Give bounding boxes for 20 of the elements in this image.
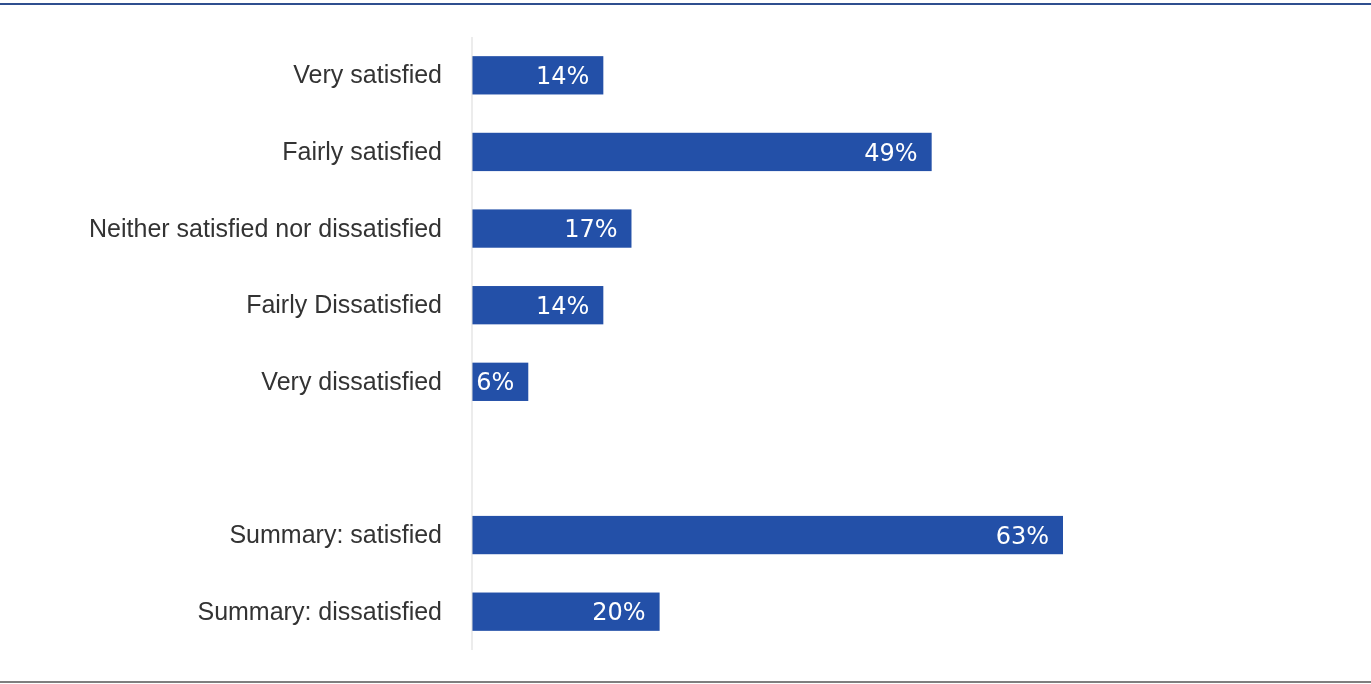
- data-label: 17%: [564, 215, 618, 244]
- y-tick-label: Summary: dissatisfied: [197, 596, 442, 625]
- y-tick-label: Very satisfied: [293, 60, 442, 89]
- y-tick-label: Fairly satisfied: [282, 136, 442, 165]
- y-tick-label: Fairly Dissatisfied: [246, 290, 442, 319]
- bar: [472, 515, 1063, 555]
- data-label: 14%: [535, 291, 590, 320]
- data-label: 49%: [864, 138, 918, 167]
- data-label: 20%: [592, 598, 646, 627]
- y-tick-label: Very dissatisfied: [261, 366, 442, 395]
- data-label: 63%: [995, 521, 1049, 550]
- y-tick-label: Summary: satisfied: [229, 520, 442, 549]
- data-label: 14%: [535, 61, 590, 90]
- y-tick-label: Neither satisfied nor dissatisfied: [89, 213, 442, 242]
- bar: [472, 592, 660, 631]
- bar: [472, 209, 632, 248]
- bar: [472, 132, 932, 172]
- bar: [472, 56, 604, 95]
- bar: [472, 286, 604, 325]
- data-label: 6%: [476, 368, 515, 397]
